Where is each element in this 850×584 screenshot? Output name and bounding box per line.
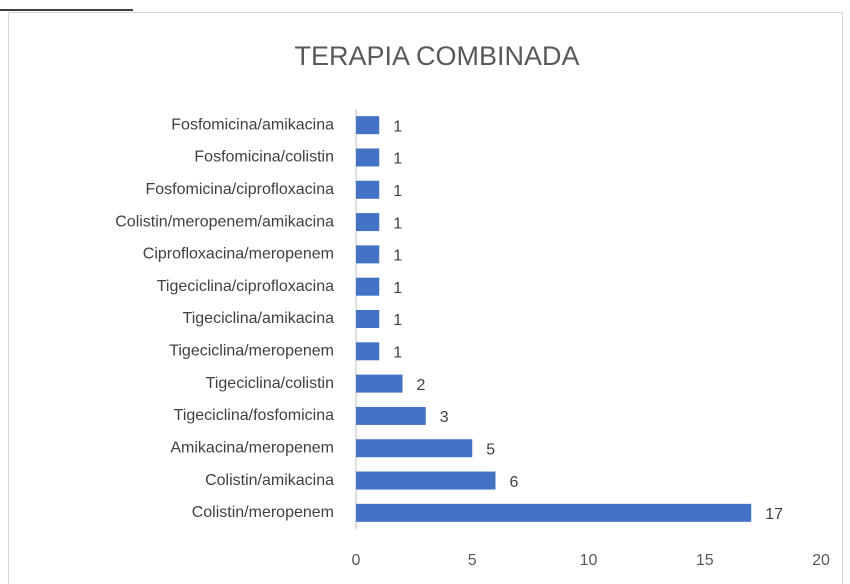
data-label: 5 — [486, 441, 495, 458]
x-tick-label: 5 — [468, 552, 477, 569]
chart-frame — [8, 12, 843, 584]
data-label: 1 — [393, 151, 402, 168]
x-tick-label: 10 — [580, 552, 598, 569]
bar — [356, 180, 380, 199]
data-label: 17 — [765, 506, 783, 523]
x-tick-label: 20 — [812, 552, 830, 569]
bar — [356, 116, 380, 135]
y-tick-label: Colistin/meropenem/amikacina — [115, 213, 334, 230]
data-label: 1 — [393, 248, 402, 265]
bar — [356, 503, 752, 522]
bar — [356, 374, 403, 393]
y-tick-label: Fosfomicina/colistin — [194, 149, 334, 166]
data-label: 1 — [393, 312, 402, 329]
y-tick-label: Tigeciclina/amikacina — [183, 310, 335, 327]
bar — [356, 471, 496, 490]
data-label: 2 — [417, 377, 426, 394]
y-tick-label: Tigeciclina/meropenem — [169, 343, 334, 360]
y-tick-label: Colistin/meropenem — [192, 504, 334, 521]
bar — [356, 277, 380, 296]
y-tick-label: Fosfomicina/ciprofloxacina — [145, 181, 334, 198]
y-tick-label: Fosfomicina/amikacina — [171, 116, 334, 133]
y-tick-label: Ciprofloxacina/meropenem — [143, 246, 334, 263]
y-tick-label: Tigeciclina/colistin — [206, 375, 334, 392]
data-label: 1 — [393, 215, 402, 232]
y-tick-label: Tigeciclina/fosfomicina — [174, 407, 334, 424]
y-tick-label: Colistin/amikacina — [205, 472, 334, 489]
data-label: 1 — [393, 183, 402, 200]
bar — [356, 213, 380, 232]
data-label: 1 — [393, 345, 402, 362]
data-label: 1 — [393, 280, 402, 297]
data-label: 6 — [510, 474, 519, 491]
x-tick-label: 0 — [352, 552, 361, 569]
y-tick-label: Amikacina/meropenem — [170, 439, 334, 456]
y-tick-label: Tigeciclina/ciprofloxacina — [157, 278, 334, 295]
bar — [356, 439, 473, 458]
data-label: 3 — [440, 409, 449, 426]
bar — [356, 342, 380, 361]
bar — [356, 148, 380, 167]
bar — [356, 406, 426, 425]
data-label: 1 — [393, 118, 402, 135]
x-tick-label: 15 — [696, 552, 714, 569]
bar — [356, 245, 380, 264]
bar — [356, 310, 380, 328]
chart-title: TERAPIA COMBINADA — [294, 41, 579, 71]
